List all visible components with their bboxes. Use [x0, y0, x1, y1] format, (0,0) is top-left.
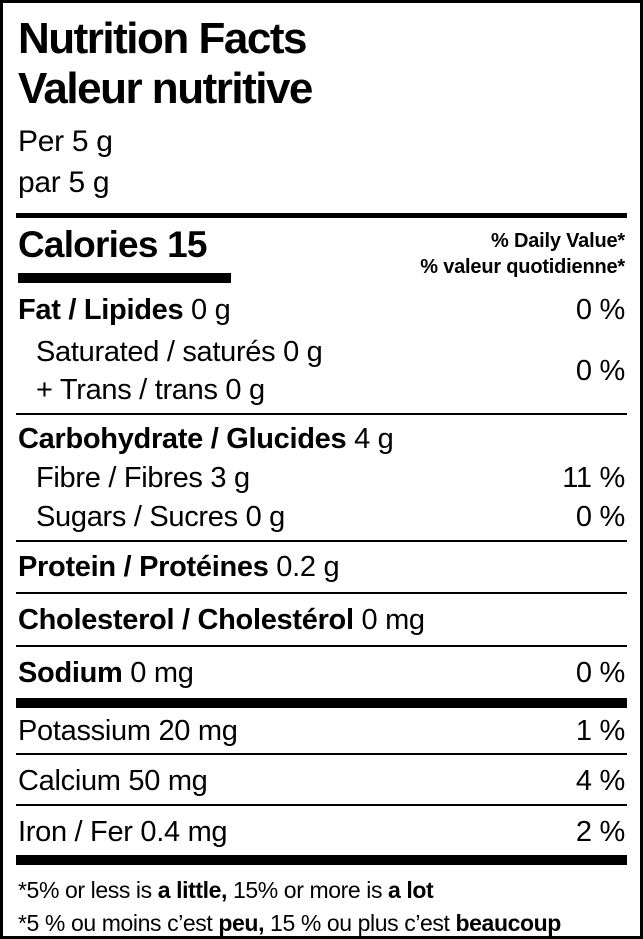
calories-underline [18, 273, 231, 283]
cholesterol-label: Cholesterol / Cholestérol 0 mg [18, 603, 425, 637]
daily-value-header: % Daily Value* % valeur quotidienne* [420, 225, 625, 280]
carbohydrate-label: Carbohydrate / Glucides 4 g [18, 422, 394, 456]
cholesterol-amount: 0 mg [353, 604, 425, 636]
calories-row: Calories 15 % Daily Value* % valeur quot… [16, 218, 627, 283]
protein-name: Protein / Protéines [18, 551, 269, 583]
sugars-row: Sugars / Sucres 0 g 0 % [16, 500, 627, 534]
label-titles: Nutrition Facts Valeur nutritive [18, 14, 625, 114]
iron-row: Iron / Fer 0.4 mg 2 % [16, 815, 627, 849]
serving-size-en: Per 5 g [18, 125, 113, 158]
sodium-section: Sodium 0 mg 0 % [16, 647, 627, 698]
serving-size-fr: par 5 g [18, 166, 110, 199]
daily-value-header-fr: % valeur quotidienne* [420, 256, 625, 278]
fat-section: Fat / Lipides 0 g 0 % Saturated / saturé… [16, 283, 627, 415]
potassium-section: Potassium 20 mg 1 % [16, 708, 627, 755]
footnote-en-bold2: a lot [388, 877, 434, 903]
daily-value-header-en: % Daily Value* [491, 230, 625, 252]
cholesterol-name: Cholesterol / Cholestérol [18, 604, 354, 636]
protein-row: Protein / Protéines 0.2 g [16, 550, 627, 584]
footnote-en-text2: 15% or more is [226, 877, 389, 903]
potassium-row: Potassium 20 mg 1 % [16, 714, 627, 748]
sugars-label: Sugars / Sucres 0 g [36, 501, 285, 533]
iron-section: Iron / Fer 0.4 mg 2 % [16, 806, 627, 855]
footnote-en-text1: *5% or less is [18, 877, 158, 903]
calcium-row: Calcium 50 mg 4 % [16, 764, 627, 798]
iron-label: Iron / Fer 0.4 mg [18, 816, 228, 848]
saturated-label: Saturated / saturés 0 g [36, 336, 323, 368]
sugars-dv: 0 % [575, 501, 625, 533]
title-en: Nutrition Facts [18, 14, 307, 63]
cholesterol-section: Cholesterol / Cholestérol 0 mg [16, 594, 627, 647]
footnote-fr-text2: 15 % ou plus c’est [264, 910, 456, 936]
sodium-amount: 0 mg [122, 657, 194, 689]
footnote-en: *5% or less is a little, 15% or more is … [18, 874, 625, 907]
carbohydrate-row: Carbohydrate / Glucides 4 g [16, 422, 627, 456]
potassium-dv: 1 % [575, 715, 625, 747]
section-divider-thick-bottom [16, 855, 627, 865]
sodium-name: Sodium [18, 657, 123, 689]
carbohydrate-name: Carbohydrate / Glucides [18, 423, 347, 455]
calcium-label: Calcium 50 mg [18, 765, 208, 797]
fibre-row: Fibre / Fibres 3 g 11 % [16, 461, 627, 495]
iron-dv: 2 % [575, 816, 625, 848]
protein-section: Protein / Protéines 0.2 g [16, 542, 627, 594]
footnote-fr-bold2: beaucoup [455, 910, 562, 936]
fibre-dv: 11 % [562, 462, 625, 494]
calcium-section: Calcium 50 mg 4 % [16, 755, 627, 806]
carbohydrate-section: Carbohydrate / Glucides 4 g Fibre / Fibr… [16, 415, 627, 542]
cholesterol-row: Cholesterol / Cholestérol 0 mg [16, 603, 627, 637]
sodium-row: Sodium 0 mg 0 % [16, 656, 627, 690]
title-fr: Valeur nutritive [18, 64, 313, 113]
footnote-fr-bold1: peu, [218, 910, 265, 936]
protein-label: Protein / Protéines 0.2 g [18, 550, 340, 584]
trans-label: + Trans / trans 0 g [36, 374, 265, 406]
saturated-trans-dv: 0 % [575, 355, 625, 387]
footnote-en-bold1: a little, [157, 877, 228, 903]
calcium-dv: 4 % [575, 765, 625, 797]
protein-amount: 0.2 g [268, 551, 340, 583]
sodium-label: Sodium 0 mg [18, 656, 194, 690]
fibre-label: Fibre / Fibres 3 g [36, 462, 250, 494]
potassium-label: Potassium 20 mg [18, 715, 238, 747]
fat-label: Fat / Lipides 0 g [18, 293, 231, 327]
footnote-fr: *5 % ou moins c’est peu, 15 % ou plus c’… [18, 907, 625, 936]
fat-row: Fat / Lipides 0 g 0 % [16, 293, 627, 327]
saturated-trans-labels: Saturated / saturés 0 g + Trans / trans … [18, 335, 323, 407]
footnote-fr-text1: *5 % ou moins c’est [18, 910, 219, 936]
section-divider-thick-top [16, 698, 627, 708]
fat-name: Fat / Lipides [18, 294, 184, 326]
saturated-trans-row: Saturated / saturés 0 g + Trans / trans … [16, 335, 627, 407]
carbohydrate-amount: 4 g [346, 423, 394, 455]
footnotes: *5% or less is a little, 15% or more is … [18, 874, 625, 936]
sodium-dv: 0 % [575, 657, 625, 689]
serving-size: Per 5 g par 5 g [18, 121, 625, 203]
calories-value: Calories 15 [18, 224, 207, 265]
header-divider [16, 213, 627, 218]
fat-dv: 0 % [575, 294, 625, 326]
calories-block: Calories 15 [18, 225, 231, 283]
fat-amount: 0 g [183, 294, 231, 326]
